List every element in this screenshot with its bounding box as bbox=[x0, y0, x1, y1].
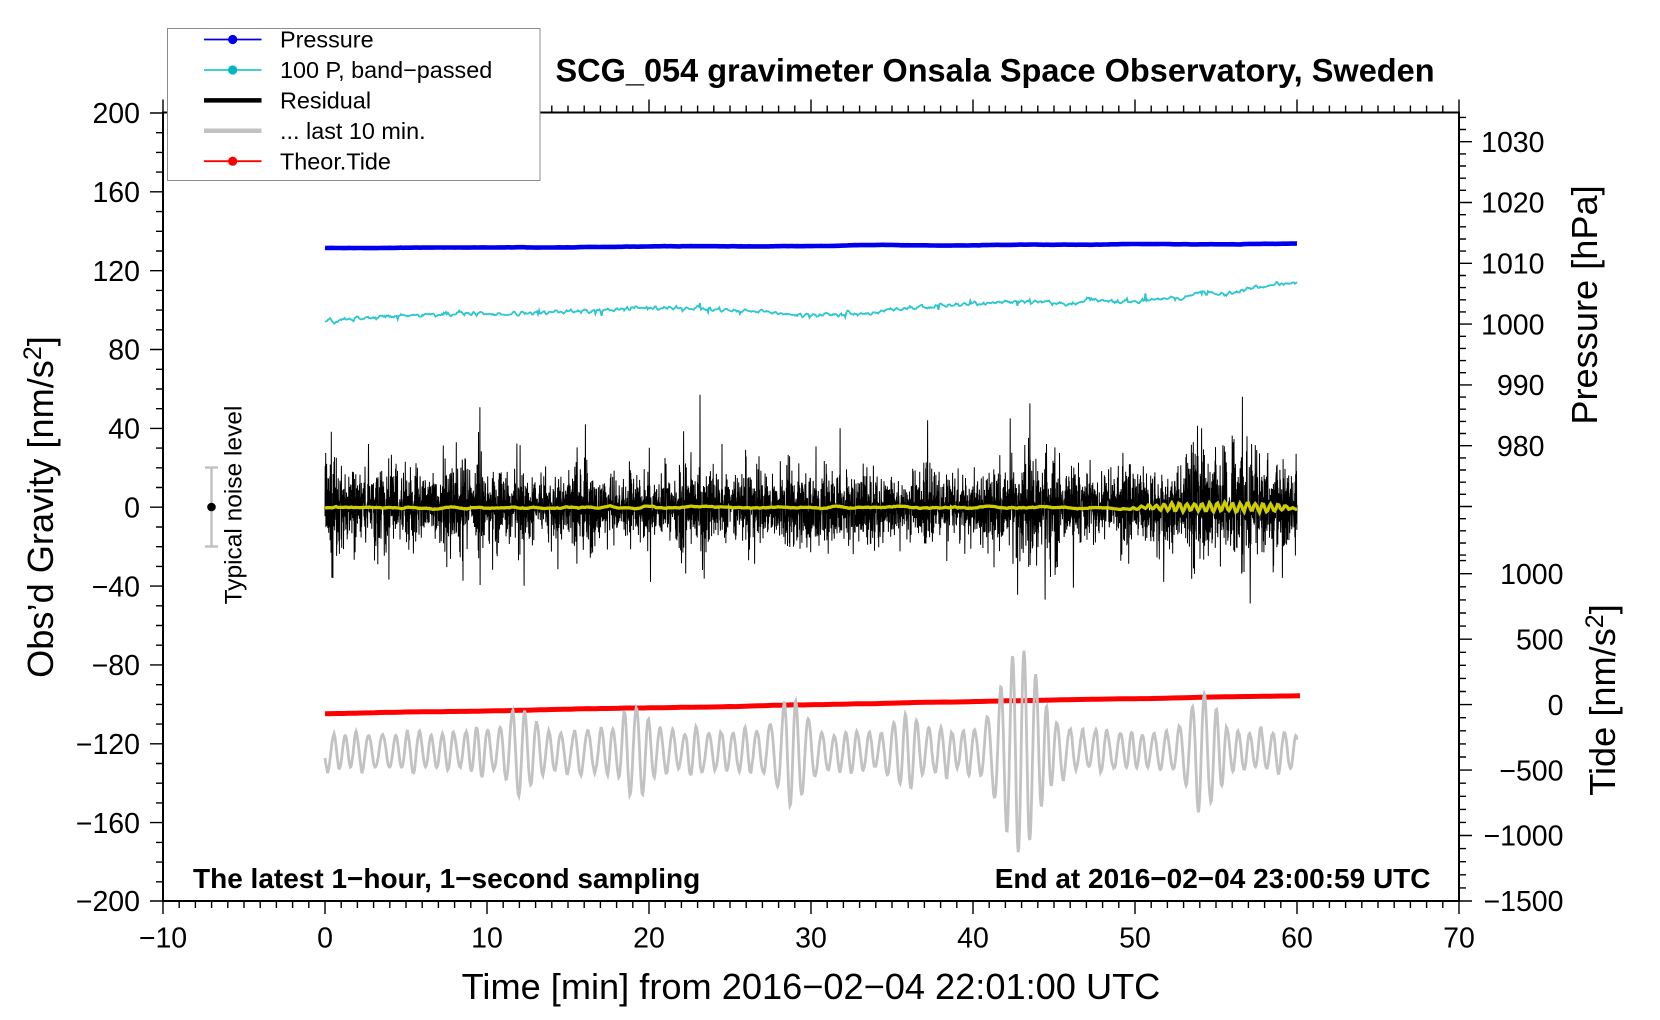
svg-text:−120: −120 bbox=[76, 729, 140, 761]
svg-text:200: 200 bbox=[92, 98, 140, 130]
svg-text:−500: −500 bbox=[1499, 755, 1563, 787]
svg-text:Pressure [hPa]: Pressure [hPa] bbox=[1564, 185, 1605, 424]
svg-text:−80: −80 bbox=[92, 650, 140, 682]
svg-text:SCG_054 gravimeter Onsala Spac: SCG_054 gravimeter Onsala Space Observat… bbox=[555, 53, 1434, 89]
svg-text:70: 70 bbox=[1443, 923, 1475, 955]
svg-text:−40: −40 bbox=[92, 571, 140, 603]
svg-text:Typical noise level: Typical noise level bbox=[221, 406, 248, 605]
svg-text:160: 160 bbox=[92, 177, 140, 209]
svg-text:... last 10 min.: ... last 10 min. bbox=[280, 118, 426, 144]
svg-text:−1000: −1000 bbox=[1483, 821, 1563, 853]
svg-text:980: 980 bbox=[1497, 431, 1545, 463]
svg-text:1000: 1000 bbox=[1481, 309, 1544, 341]
svg-text:Time [min] from 2016−02−04 22:: Time [min] from 2016−02−04 22:01:00 UTC bbox=[462, 966, 1161, 1007]
svg-text:60: 60 bbox=[1281, 923, 1313, 955]
svg-text:1030: 1030 bbox=[1481, 127, 1544, 159]
svg-text:−200: −200 bbox=[76, 886, 140, 918]
svg-text:Tide [nm/s2]: Tide [nm/s2] bbox=[1581, 604, 1623, 796]
svg-text:10: 10 bbox=[471, 923, 503, 955]
svg-text:The latest 1−hour, 1−second sa: The latest 1−hour, 1−second sampling bbox=[193, 863, 700, 894]
svg-text:0: 0 bbox=[1548, 690, 1564, 722]
svg-text:80: 80 bbox=[108, 335, 140, 367]
svg-text:−1500: −1500 bbox=[1483, 886, 1563, 918]
svg-text:120: 120 bbox=[92, 256, 140, 288]
svg-text:Obs’d Gravity [nm/s2]: Obs’d Gravity [nm/s2] bbox=[19, 336, 61, 678]
svg-text:Theor.Tide: Theor.Tide bbox=[280, 148, 391, 174]
svg-text:−10: −10 bbox=[139, 923, 187, 955]
svg-text:Residual: Residual bbox=[280, 88, 371, 114]
svg-text:40: 40 bbox=[957, 923, 989, 955]
svg-text:0: 0 bbox=[317, 923, 333, 955]
svg-text:0: 0 bbox=[124, 493, 140, 525]
svg-text:100 P, band−passed: 100 P, band−passed bbox=[280, 57, 492, 83]
svg-text:1020: 1020 bbox=[1481, 188, 1544, 220]
svg-text:40: 40 bbox=[108, 414, 140, 446]
svg-text:20: 20 bbox=[633, 923, 665, 955]
svg-text:990: 990 bbox=[1497, 370, 1545, 402]
svg-text:End at 2016−02−04 23:00:59 UTC: End at 2016−02−04 23:00:59 UTC bbox=[995, 863, 1431, 894]
svg-text:30: 30 bbox=[795, 923, 827, 955]
svg-text:Pressure: Pressure bbox=[280, 27, 374, 53]
svg-text:−160: −160 bbox=[76, 808, 140, 840]
svg-text:1000: 1000 bbox=[1500, 559, 1563, 591]
svg-text:500: 500 bbox=[1516, 624, 1564, 656]
svg-text:1010: 1010 bbox=[1481, 249, 1544, 281]
svg-text:50: 50 bbox=[1119, 923, 1151, 955]
